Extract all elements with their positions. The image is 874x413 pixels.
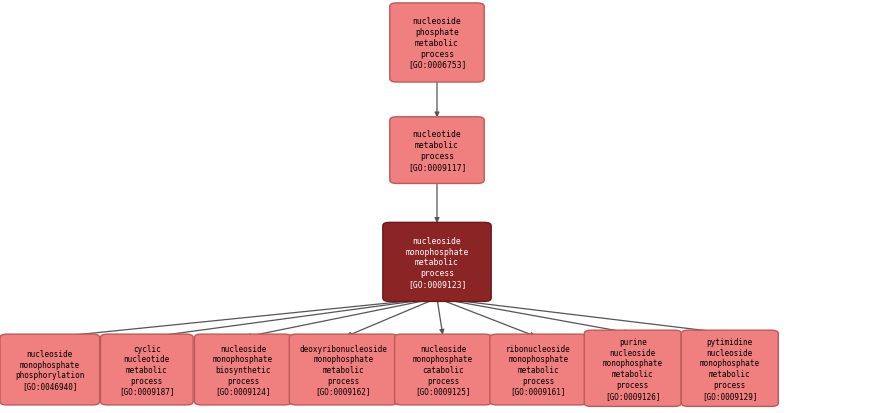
Text: nucleoside
monophosphate
biosynthetic
process
[GO:0009124]: nucleoside monophosphate biosynthetic pr… (213, 344, 273, 396)
Text: deoxyribonucleoside
monophosphate
metabolic
process
[GO:0009162]: deoxyribonucleoside monophosphate metabo… (300, 344, 387, 396)
FancyBboxPatch shape (383, 223, 491, 301)
Text: purine
nucleoside
monophosphate
metabolic
process
[GO:0009126]: purine nucleoside monophosphate metaboli… (603, 337, 662, 400)
Text: pytimidine
nucleoside
monophosphate
metabolic
process
[GO:0009129]: pytimidine nucleoside monophosphate meta… (700, 337, 760, 400)
FancyBboxPatch shape (289, 335, 398, 405)
Text: nucleoside
phosphate
metabolic
process
[GO:0006753]: nucleoside phosphate metabolic process [… (408, 17, 466, 69)
FancyBboxPatch shape (390, 117, 484, 184)
FancyBboxPatch shape (0, 335, 100, 405)
Text: nucleotide
metabolic
process
[GO:0009117]: nucleotide metabolic process [GO:0009117… (408, 130, 466, 171)
FancyBboxPatch shape (101, 335, 193, 405)
Text: nucleoside
monophosphate
catabolic
process
[GO:0009125]: nucleoside monophosphate catabolic proce… (413, 344, 473, 396)
FancyBboxPatch shape (682, 330, 778, 406)
Text: ribonucleoside
monophosphate
metabolic
process
[GO:0009161]: ribonucleoside monophosphate metabolic p… (506, 344, 571, 396)
FancyBboxPatch shape (195, 335, 292, 405)
FancyBboxPatch shape (395, 335, 491, 405)
Text: cyclic
nucleotide
metabolic
process
[GO:0009187]: cyclic nucleotide metabolic process [GO:… (119, 344, 175, 396)
Text: nucleoside
monophosphate
metabolic
process
[GO:0009123]: nucleoside monophosphate metabolic proce… (406, 236, 468, 288)
FancyBboxPatch shape (390, 4, 484, 83)
FancyBboxPatch shape (584, 330, 682, 406)
FancyBboxPatch shape (489, 335, 587, 405)
Text: nucleoside
monophosphate
phosphorylation
[GO:0046940]: nucleoside monophosphate phosphorylation… (15, 349, 85, 390)
